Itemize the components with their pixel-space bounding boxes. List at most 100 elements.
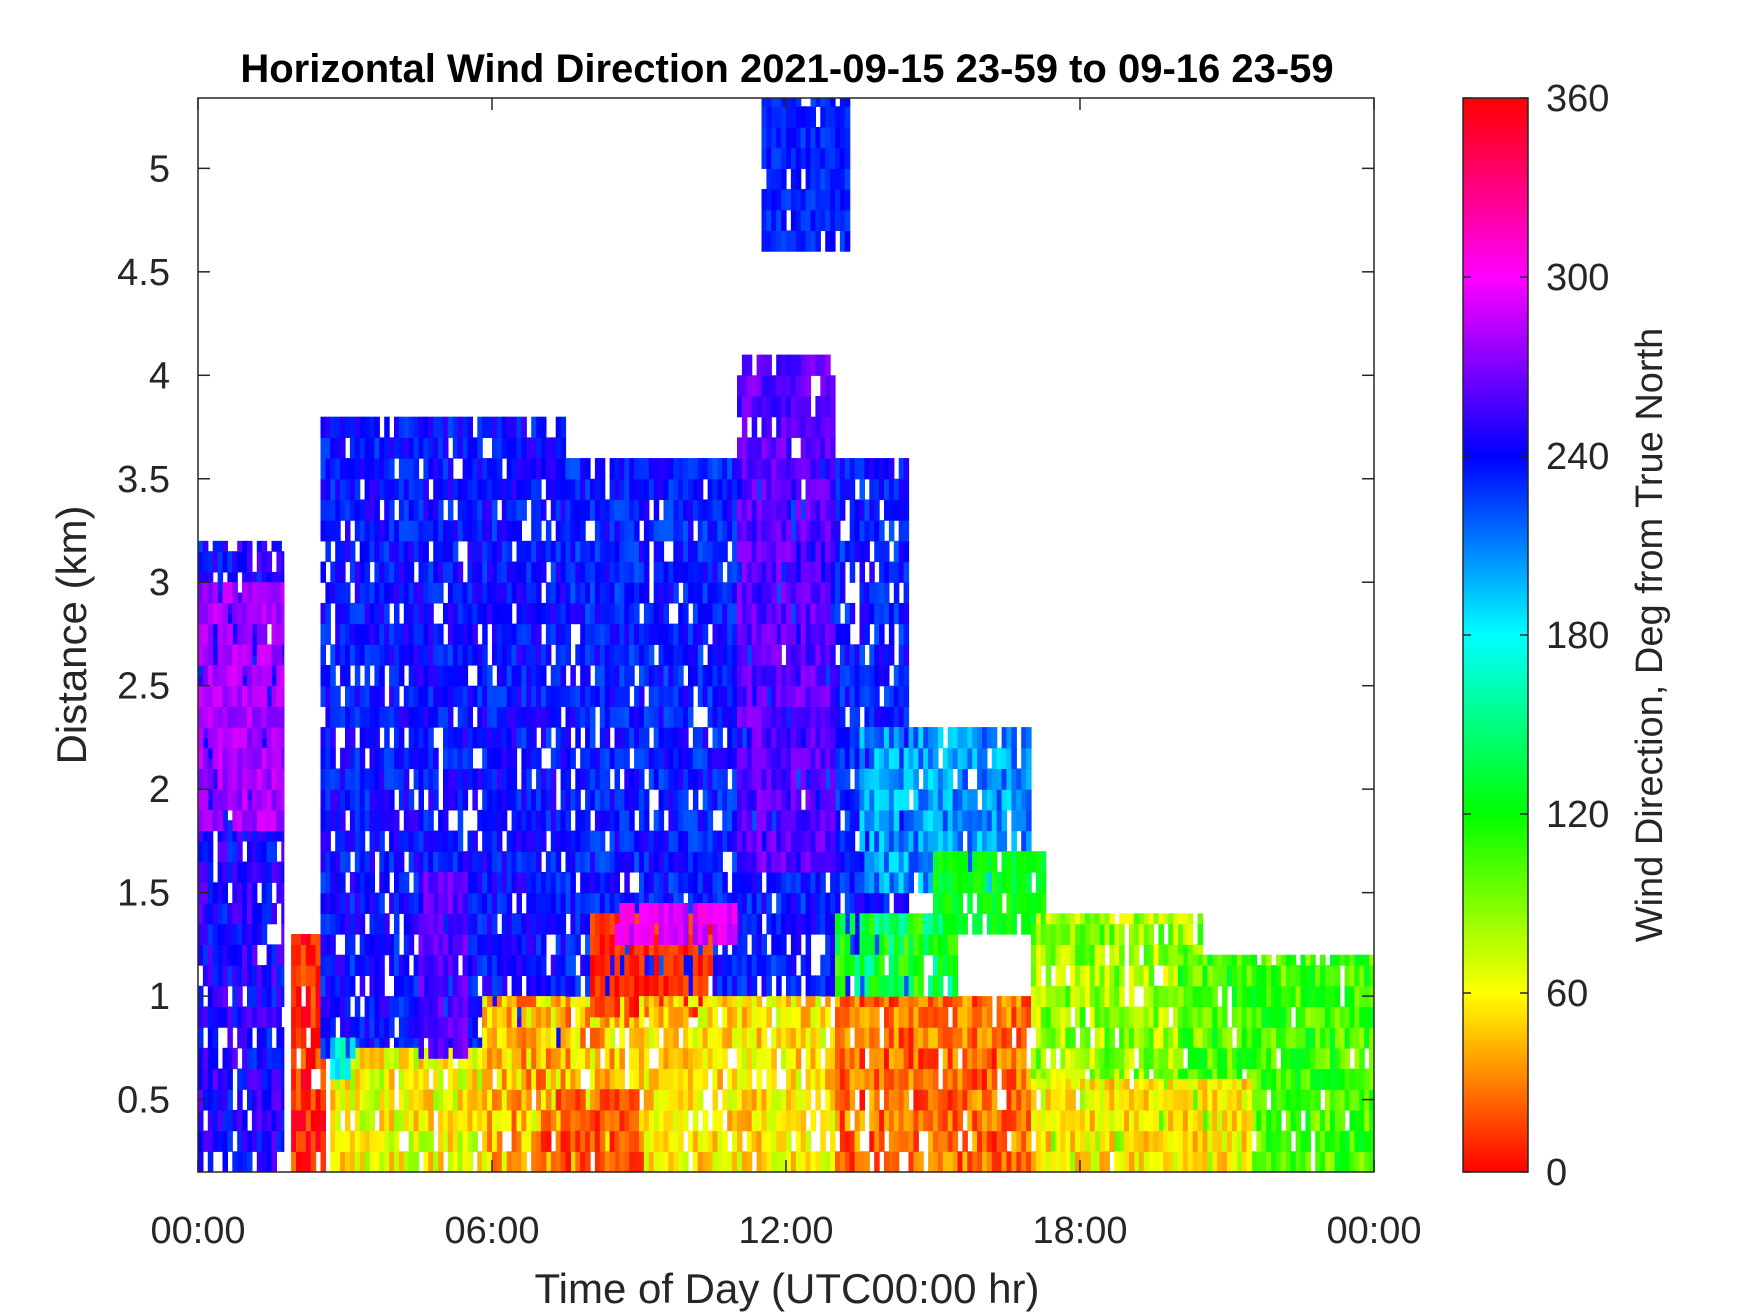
heatmap-cell [776, 809, 782, 832]
heatmap-cell [839, 582, 846, 604]
heatmap-cell [751, 871, 758, 894]
heatmap-cell [697, 727, 704, 749]
heatmap-cell [496, 1109, 503, 1132]
heatmap-cell [678, 602, 684, 625]
heatmap-cell [844, 458, 851, 480]
heatmap-cell [266, 1109, 273, 1132]
heatmap-cell [379, 830, 385, 852]
heatmap-cell [438, 561, 444, 583]
heatmap-cell [477, 871, 483, 894]
heatmap-cell [384, 809, 390, 832]
heatmap-cell [389, 892, 395, 914]
heatmap-cell [771, 437, 777, 459]
heatmap-cell [859, 975, 865, 997]
heatmap-cell [207, 861, 214, 883]
heatmap-cell [609, 499, 616, 521]
heatmap-cell [325, 913, 331, 935]
heatmap-cell [305, 1006, 312, 1028]
heatmap-cell [408, 685, 415, 707]
heatmap-cell [330, 499, 336, 521]
heatmap-cell [477, 851, 483, 873]
heatmap-cell [639, 644, 645, 666]
heatmap-cell [580, 892, 586, 914]
heatmap-cell [550, 458, 557, 480]
heatmap-cell [521, 830, 527, 852]
heatmap-cell [531, 644, 537, 666]
heatmap-cell [555, 871, 562, 894]
heatmap-cell [737, 1151, 743, 1172]
heatmap-cell [692, 768, 699, 790]
heatmap-cell [688, 1027, 694, 1049]
heatmap-cell [222, 1109, 228, 1132]
heatmap-cell [281, 747, 285, 770]
heatmap-cell [570, 871, 576, 894]
heatmap-cell [692, 830, 699, 852]
heatmap-cell [712, 665, 718, 687]
heatmap-cell [198, 551, 204, 573]
heatmap-cell [541, 768, 547, 790]
heatmap-cell [781, 1027, 787, 1049]
heatmap-cell [864, 520, 870, 542]
heatmap-cell [447, 1016, 454, 1039]
heatmap-cell [261, 1027, 268, 1049]
heatmap-cell [609, 1068, 616, 1090]
heatmap-cell [457, 1130, 464, 1152]
heatmap-cell [418, 892, 424, 914]
heatmap-cell [345, 1058, 351, 1080]
heatmap-cell [756, 1089, 763, 1111]
heatmap-cell [717, 727, 723, 749]
heatmap-cell [256, 1068, 263, 1090]
heatmap-cell [320, 1151, 326, 1172]
heatmap-cell [604, 1068, 611, 1090]
heatmap-cell [771, 996, 777, 1008]
heatmap-cell [472, 913, 478, 935]
heatmap-cell [634, 954, 640, 977]
heatmap-cell [482, 1109, 488, 1132]
heatmap-cell [207, 1151, 214, 1172]
heatmap-cell [413, 520, 420, 542]
heatmap-cell [511, 706, 518, 728]
heatmap-cell [825, 1151, 831, 1172]
heatmap-cell [683, 1068, 689, 1090]
heatmap-cell [462, 602, 469, 625]
heatmap-cell [580, 644, 586, 666]
heatmap-cell [555, 1109, 562, 1132]
heatmap-cell [217, 551, 224, 573]
heatmap-cell [766, 892, 772, 914]
heatmap-cell [879, 561, 885, 583]
heatmap-cell [565, 1089, 571, 1111]
heatmap-cell [805, 934, 812, 956]
heatmap-cell [815, 789, 821, 811]
heatmap-cell [844, 685, 851, 707]
heatmap-cell [349, 644, 356, 666]
heatmap-cell [732, 665, 738, 687]
heatmap-cell [560, 582, 567, 604]
heatmap-cell [565, 499, 571, 521]
heatmap-cell [384, 1089, 390, 1111]
heatmap-cell [800, 871, 807, 894]
heatmap-cell [359, 416, 366, 438]
heatmap-cell [756, 602, 763, 625]
heatmap-cell [340, 602, 346, 625]
heatmap-cell [447, 913, 454, 935]
heatmap-cell [516, 623, 522, 645]
heatmap-cell [423, 1089, 429, 1111]
heatmap-cell [496, 851, 503, 873]
heatmap-cell [786, 1047, 792, 1070]
heatmap-cell [697, 1089, 704, 1111]
heatmap-cell [433, 478, 439, 501]
heatmap-cell [844, 768, 851, 790]
heatmap-cell [379, 1130, 385, 1152]
heatmap-cell [879, 520, 885, 542]
heatmap-cell [898, 665, 905, 687]
heatmap-cell [335, 1058, 341, 1080]
heatmap-cell [335, 1037, 341, 1059]
heatmap-cell [609, 830, 616, 852]
heatmap-cell [756, 747, 763, 770]
heatmap-cell [447, 871, 454, 894]
heatmap-cell [688, 954, 694, 977]
heatmap-cell [653, 1109, 660, 1132]
heatmap-cell [565, 1047, 571, 1070]
heatmap-cell [678, 561, 684, 583]
heatmap-cell [575, 768, 581, 790]
